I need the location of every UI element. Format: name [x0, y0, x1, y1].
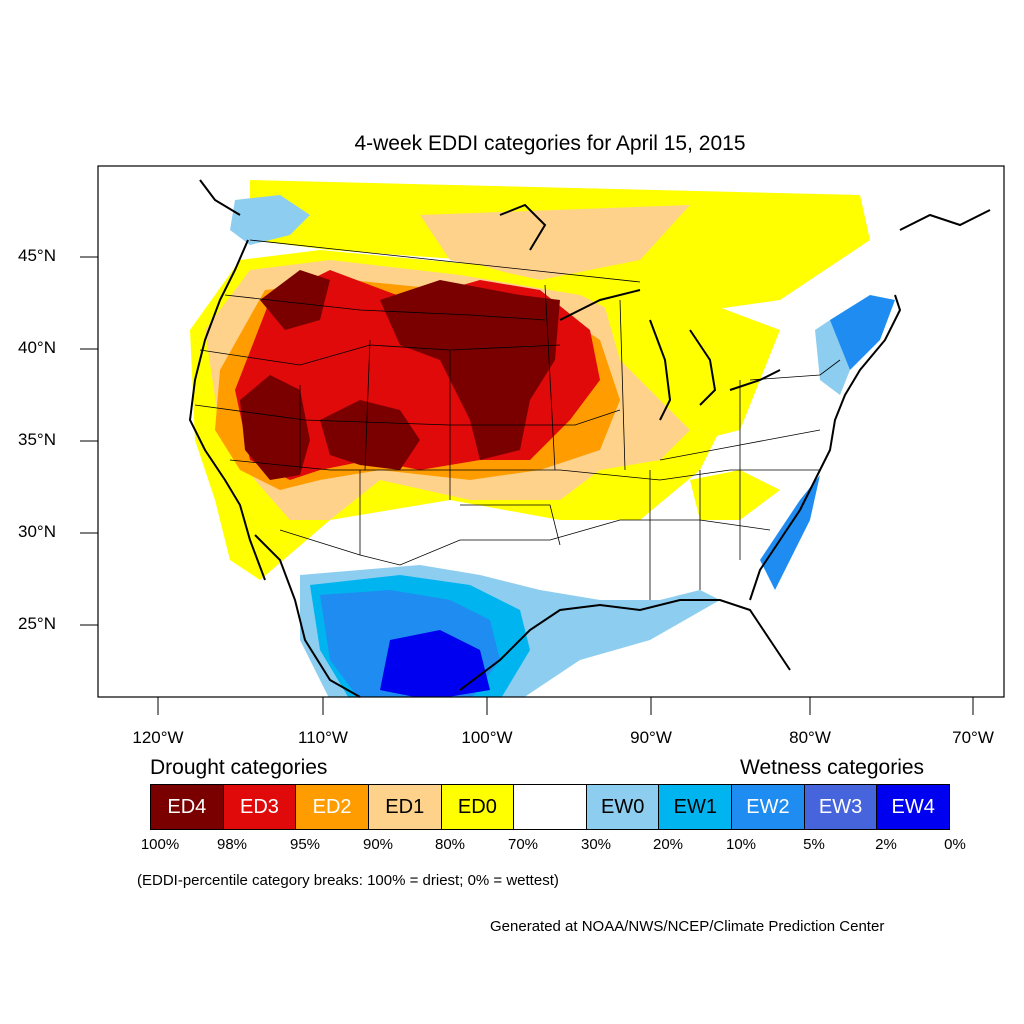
- map-title: 4-week EDDI categories for April 15, 201…: [354, 132, 746, 155]
- wetness-categories-heading: Wetness categories: [740, 756, 925, 779]
- legend-box-normal: [514, 785, 587, 829]
- lon-label-80: 80°W: [789, 728, 831, 747]
- break-label: 10%: [725, 836, 757, 853]
- break-label: 80%: [434, 836, 466, 853]
- break-label: 98%: [216, 836, 248, 853]
- coastlines: [188, 179, 991, 698]
- region-ed4-co: [320, 400, 420, 470]
- credit-line: Generated at NOAA/NWS/NCEP/Climate Predi…: [490, 918, 885, 935]
- region-ew-pnw: [230, 195, 310, 245]
- lat-label-45: 45°N: [18, 246, 56, 265]
- lat-label-25: 25°N: [18, 614, 56, 633]
- map-fill-layer: [190, 180, 895, 697]
- break-label: 90%: [362, 836, 394, 853]
- region-ed1-canada: [420, 205, 690, 280]
- break-label: 5%: [803, 836, 825, 853]
- legend-box-ed3: ED3: [223, 785, 297, 829]
- region-ed0-great-lakes: [600, 290, 780, 440]
- state-boundaries: [194, 239, 841, 600]
- region-ew-se-coast: [760, 475, 820, 590]
- legend-box-ew2: EW2: [732, 785, 805, 829]
- break-label: 20%: [652, 836, 684, 853]
- region-ed4-nv: [240, 375, 310, 480]
- break-label: 2%: [875, 836, 897, 853]
- legend-box-ew1: EW1: [659, 785, 733, 829]
- longitude-ticks: [157, 697, 974, 715]
- break-label: 95%: [289, 836, 321, 853]
- lon-label-110: 110°W: [298, 728, 348, 747]
- break-label: 70%: [507, 836, 539, 853]
- region-ed0-southeast: [690, 470, 780, 520]
- lat-label-35: 35°N: [18, 430, 56, 449]
- legend-box-ed2: ED2: [296, 785, 369, 829]
- legend-box-ed1: ED1: [368, 785, 442, 829]
- lon-label-100: 100°W: [461, 728, 513, 747]
- break-label: 0%: [944, 836, 966, 853]
- break-label: 30%: [580, 836, 612, 853]
- legend-box-ed0: ED0: [441, 785, 515, 829]
- drought-categories-heading: Drought categories: [150, 756, 328, 779]
- region-ed4-id: [260, 270, 330, 330]
- lon-label-90: 90°W: [630, 728, 672, 747]
- region-ew4-mexico: [380, 630, 490, 697]
- map-frame: [97, 165, 1005, 698]
- break-label: 100%: [140, 836, 180, 853]
- category-breaks-note: (EDDI-percentile category breaks: 100% =…: [137, 872, 559, 889]
- lon-label-120: 120°W: [132, 728, 184, 747]
- lat-label-30: 30°N: [18, 522, 56, 541]
- lat-label-40: 40°N: [18, 338, 56, 357]
- legend-box-ew3: EW3: [804, 785, 878, 829]
- region-ew-new-england: [830, 295, 895, 370]
- category-legend: ED4 ED3 ED2 ED1 ED0 EW0 EW1 EW2 EW3 EW4: [150, 784, 950, 830]
- legend-box-ed4: ED4: [151, 785, 224, 829]
- latitude-ticks: [80, 256, 98, 626]
- legend-box-ew4: EW4: [877, 785, 950, 829]
- region-ed4-dakota: [380, 280, 560, 460]
- region-ew0-new-england: [815, 320, 850, 395]
- legend-box-ew0: EW0: [586, 785, 660, 829]
- lon-label-70: 70°W: [952, 728, 994, 747]
